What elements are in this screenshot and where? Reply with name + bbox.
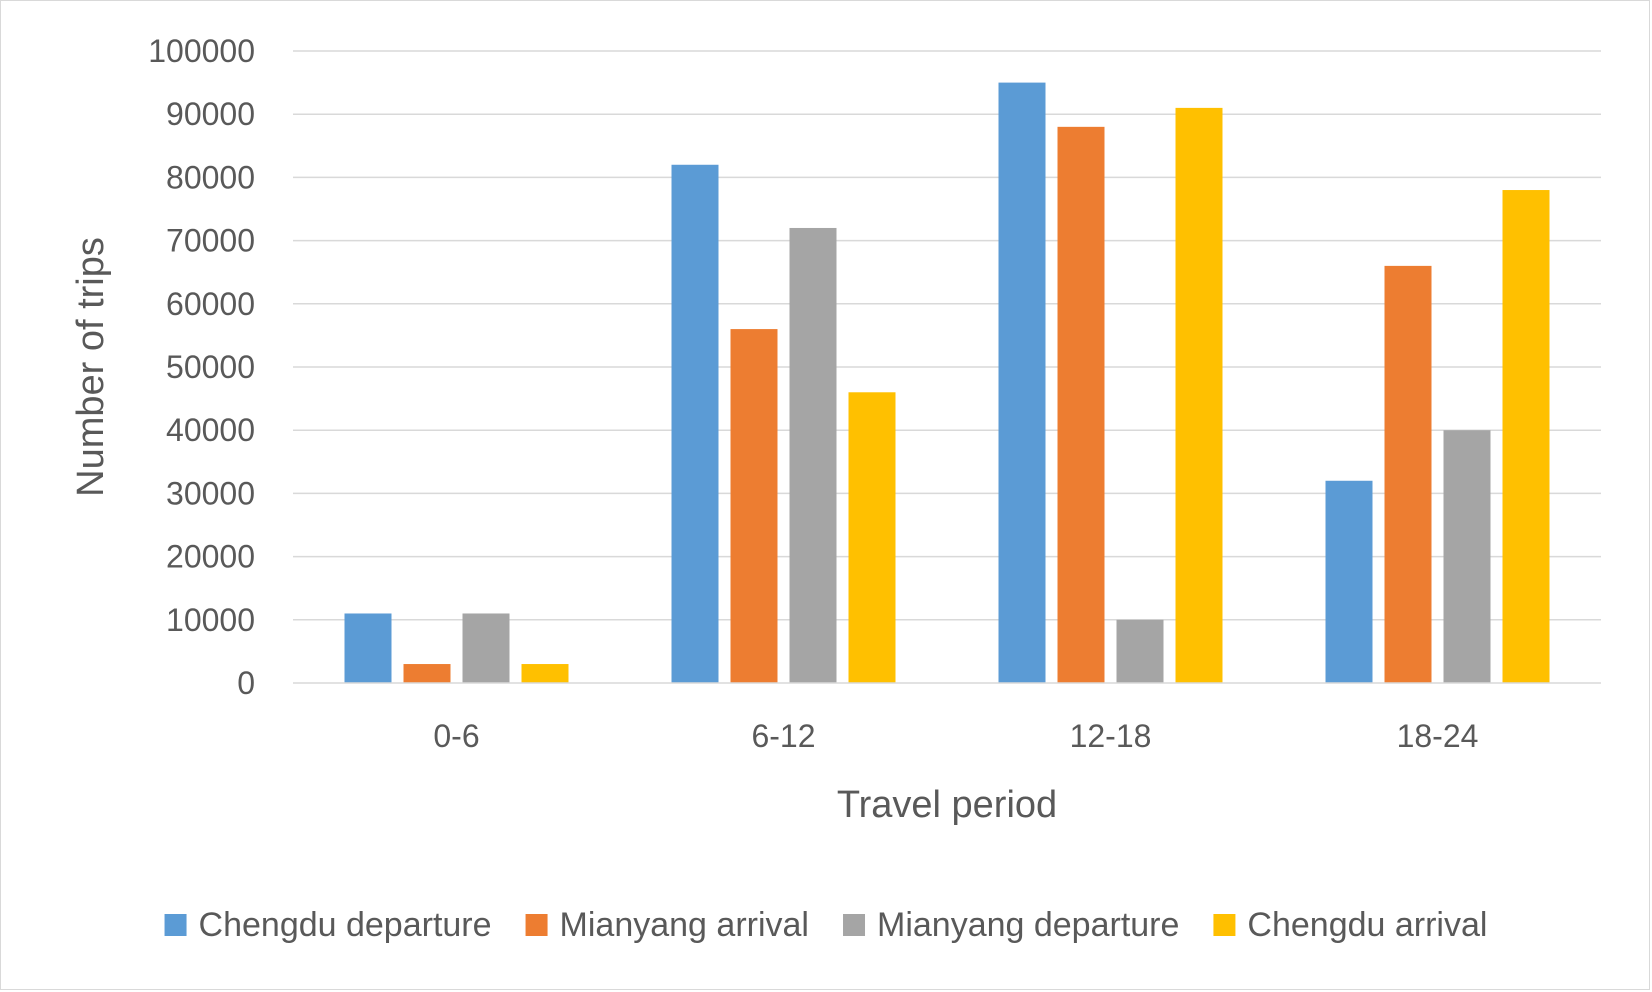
legend-swatch <box>843 914 866 936</box>
y-axis-title: Number of trips <box>70 237 112 497</box>
x-tick-label: 12-18 <box>1070 718 1152 754</box>
y-axis-ticks: 0 10000 20000 30000 40000 50000 60000 70000 8000… <box>148 33 255 701</box>
bar-mianyang-departure-18-24 <box>1443 430 1491 683</box>
legend-swatch <box>1213 914 1236 936</box>
bar-mianyang-arrival-18-24 <box>1384 265 1432 683</box>
bar-mianyang-departure-0-6 <box>462 613 510 683</box>
y-tick-label: 10000 <box>166 602 255 638</box>
legend-label: Chengdu departure <box>199 906 492 944</box>
bar-chengdu-departure-18-24 <box>1325 480 1373 683</box>
bar-chengdu-departure-6-12 <box>671 164 719 683</box>
legend: Chengdu departure Mianyang arrival Mianyan… <box>164 906 1487 944</box>
bar-mianyang-arrival-12-18 <box>1057 126 1105 684</box>
bar-chengdu-departure-0-6 <box>344 613 392 683</box>
y-tick-label: 0 <box>237 665 255 701</box>
bar-mianyang-arrival-6-12 <box>730 329 778 683</box>
bar-chengdu-arrival-0-6 <box>521 664 569 683</box>
y-tick-label: 80000 <box>166 159 255 195</box>
legend-label: Mianyang arrival <box>560 906 809 944</box>
legend-swatch <box>164 914 187 936</box>
legend-label: Mianyang departure <box>877 906 1179 944</box>
bar-chengdu-arrival-6-12 <box>848 392 896 683</box>
bar-chengdu-departure-12-18 <box>998 82 1046 684</box>
y-tick-label: 50000 <box>166 349 255 385</box>
bar-mianyang-departure-6-12 <box>789 227 837 683</box>
bar-mianyang-arrival-0-6 <box>403 664 451 683</box>
y-tick-label: 100000 <box>148 33 255 69</box>
gridlines <box>293 50 1601 621</box>
x-tick-label: 18-24 <box>1397 718 1479 754</box>
legend-label: Chengdu arrival <box>1247 906 1487 944</box>
x-axis-ticks: 0-6 6-12 12-18 18-24 <box>433 718 1478 754</box>
y-tick-label: 90000 <box>166 96 255 132</box>
y-tick-label: 40000 <box>166 412 255 448</box>
bar-chengdu-arrival-12-18 <box>1175 107 1223 683</box>
y-tick-label: 30000 <box>166 475 255 511</box>
x-axis-title: Travel period <box>837 784 1057 826</box>
y-tick-label: 60000 <box>166 286 255 322</box>
x-tick-label: 0-6 <box>433 718 479 754</box>
x-tick-label: 6-12 <box>751 718 815 754</box>
y-tick-label: 20000 <box>166 539 255 575</box>
y-tick-label: 70000 <box>166 223 255 259</box>
bars <box>344 82 1550 684</box>
bar-mianyang-departure-12-18 <box>1116 619 1164 683</box>
bar-chengdu-arrival-18-24 <box>1502 190 1550 684</box>
legend-swatch <box>525 914 548 936</box>
